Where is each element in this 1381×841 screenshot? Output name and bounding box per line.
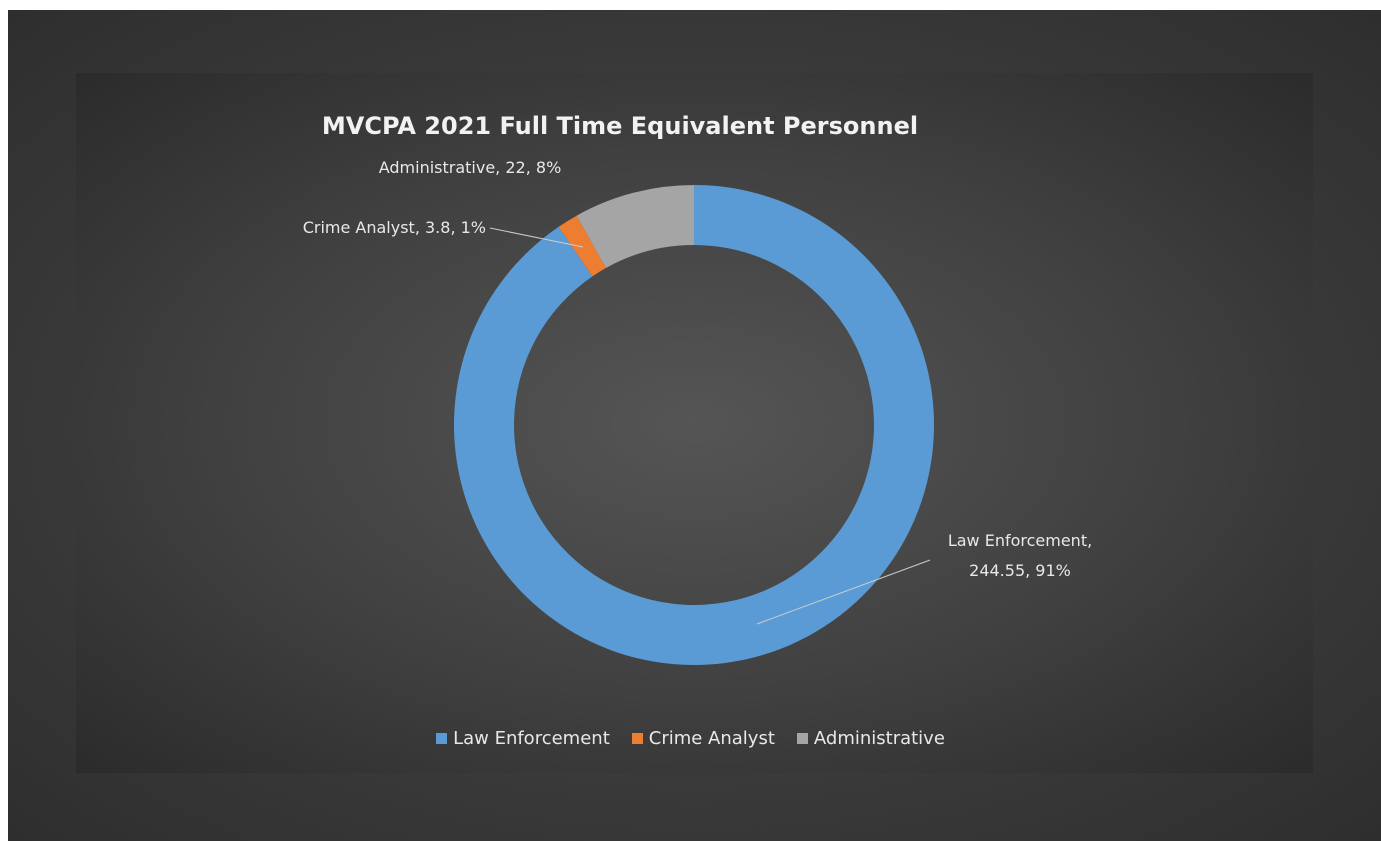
donut-segment: [454, 185, 934, 665]
data-label: Administrative, 22, 8%: [378, 158, 562, 177]
legend-swatch: [436, 733, 448, 744]
leader-line: [489, 227, 584, 248]
data-label: Crime Analyst, 3.8, 1%: [302, 218, 486, 237]
legend-swatch: [796, 733, 808, 744]
legend-item: Law Enforcement: [436, 728, 610, 749]
legend: Law Enforcement Crime Analyst Administrati…: [0, 728, 1381, 749]
donut-segment: [576, 185, 694, 269]
legend-label: Law Enforcement: [453, 728, 610, 749]
legend-label: Crime Analyst: [648, 728, 775, 749]
data-label: Law Enforcement, 244.55, 91%: [947, 531, 1093, 580]
donut-segment: [558, 215, 606, 277]
legend-item: Administrative: [796, 728, 945, 749]
chart-title: MVCPA 2021 Full Time Equivalent Personne…: [321, 112, 919, 140]
legend-label: Administrative: [813, 728, 945, 749]
legend-item: Crime Analyst: [631, 728, 775, 749]
leader-line: [756, 559, 931, 625]
legend-swatch: [631, 733, 643, 744]
